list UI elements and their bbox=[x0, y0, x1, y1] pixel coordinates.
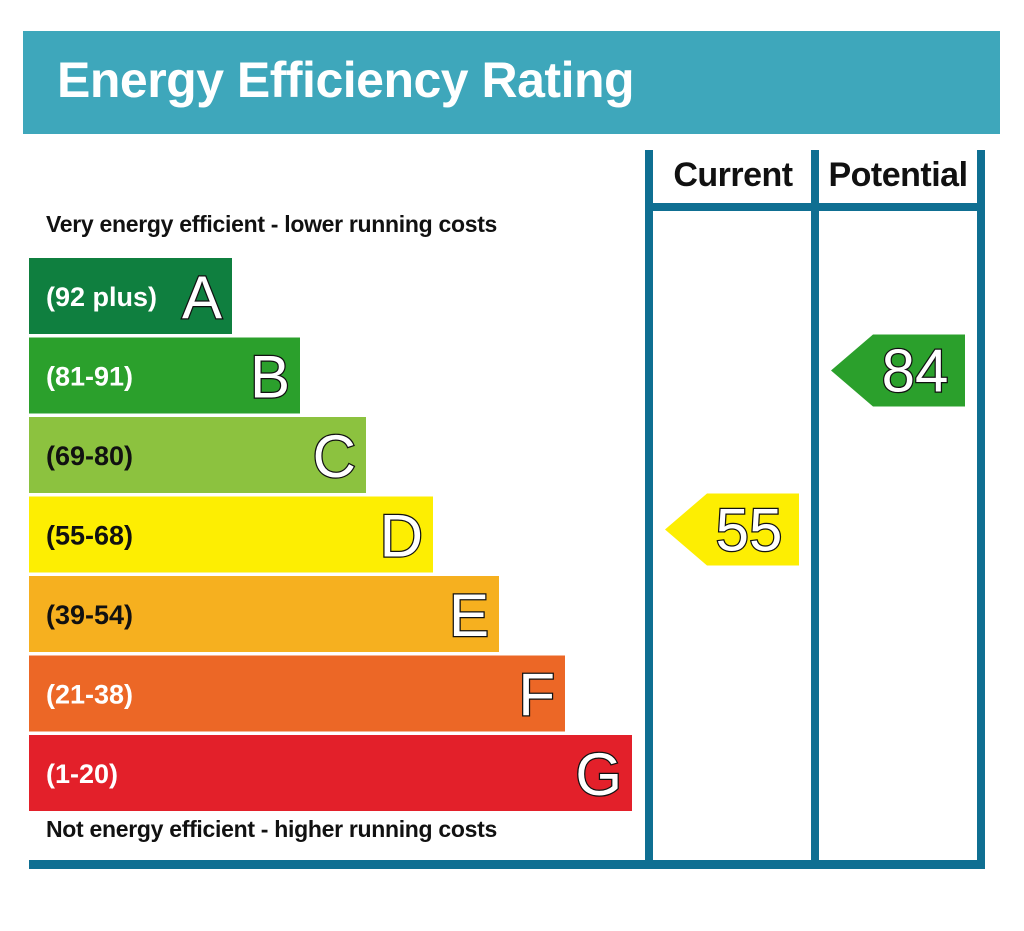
current-rating-pointer: 55 bbox=[665, 493, 799, 566]
band-range-a: (92 plus) bbox=[46, 282, 157, 312]
band-letter-c: C bbox=[313, 423, 356, 490]
band-bar-b bbox=[29, 337, 300, 414]
potential-rating-pointer-arrow bbox=[831, 334, 965, 407]
note-bottom: Not energy efficient - higher running co… bbox=[46, 816, 497, 842]
rating-band-d: (55-68) D bbox=[29, 496, 433, 573]
band-letter-e: E bbox=[449, 582, 489, 649]
band-range-g: (1-20) bbox=[46, 759, 118, 789]
band-letter-a: A bbox=[182, 264, 222, 331]
band-letter-d: D bbox=[380, 503, 423, 570]
frame-line-middle bbox=[811, 150, 819, 866]
band-range-d: (55-68) bbox=[46, 521, 133, 551]
band-bar-e bbox=[29, 576, 499, 652]
band-bar-g bbox=[29, 735, 632, 811]
rating-band-b: (81-91) B bbox=[29, 337, 300, 414]
band-bar-f bbox=[29, 655, 565, 732]
potential-rating-pointer-value: 84 bbox=[882, 338, 949, 405]
page-title: Energy Efficiency Rating bbox=[57, 52, 635, 108]
band-range-b: (81-91) bbox=[46, 362, 133, 392]
frame-bottom-line bbox=[29, 860, 985, 869]
rating-bands: (92 plus) A(81-91) B(69-80) C(55-68) D(39-54… bbox=[29, 258, 632, 811]
column-header-potential: Potential bbox=[828, 156, 968, 194]
band-range-c: (69-80) bbox=[46, 441, 133, 471]
current-rating-pointer-arrow bbox=[665, 493, 799, 566]
band-range-f: (21-38) bbox=[46, 680, 133, 710]
band-letter-g: G bbox=[575, 741, 622, 808]
rating-band-a: (92 plus) A bbox=[29, 258, 232, 334]
frame-line-left bbox=[645, 150, 653, 866]
frame-header-divider bbox=[653, 203, 977, 211]
rating-band-f: (21-38) F bbox=[29, 655, 565, 732]
rating-band-e: (39-54) E bbox=[29, 576, 499, 652]
band-letter-b: B bbox=[250, 344, 290, 411]
potential-rating-pointer: 84 bbox=[831, 334, 965, 407]
band-range-e: (39-54) bbox=[46, 600, 133, 630]
rating-band-g: (1-20) G bbox=[29, 735, 632, 811]
chart-frame bbox=[29, 150, 985, 869]
rating-band-c: (69-80) C bbox=[29, 417, 366, 493]
column-header-current: Current bbox=[673, 156, 793, 194]
header-banner: Energy Efficiency Rating bbox=[23, 31, 1000, 134]
band-bar-a bbox=[29, 258, 232, 334]
frame-line-right bbox=[977, 150, 985, 866]
note-top: Very energy efficient - lower running co… bbox=[46, 211, 498, 237]
rating-pointers: 55 84 bbox=[665, 334, 965, 566]
band-bar-d bbox=[29, 496, 433, 573]
current-rating-pointer-value: 55 bbox=[716, 497, 783, 564]
band-letter-f: F bbox=[518, 662, 555, 729]
band-bar-c bbox=[29, 417, 366, 493]
